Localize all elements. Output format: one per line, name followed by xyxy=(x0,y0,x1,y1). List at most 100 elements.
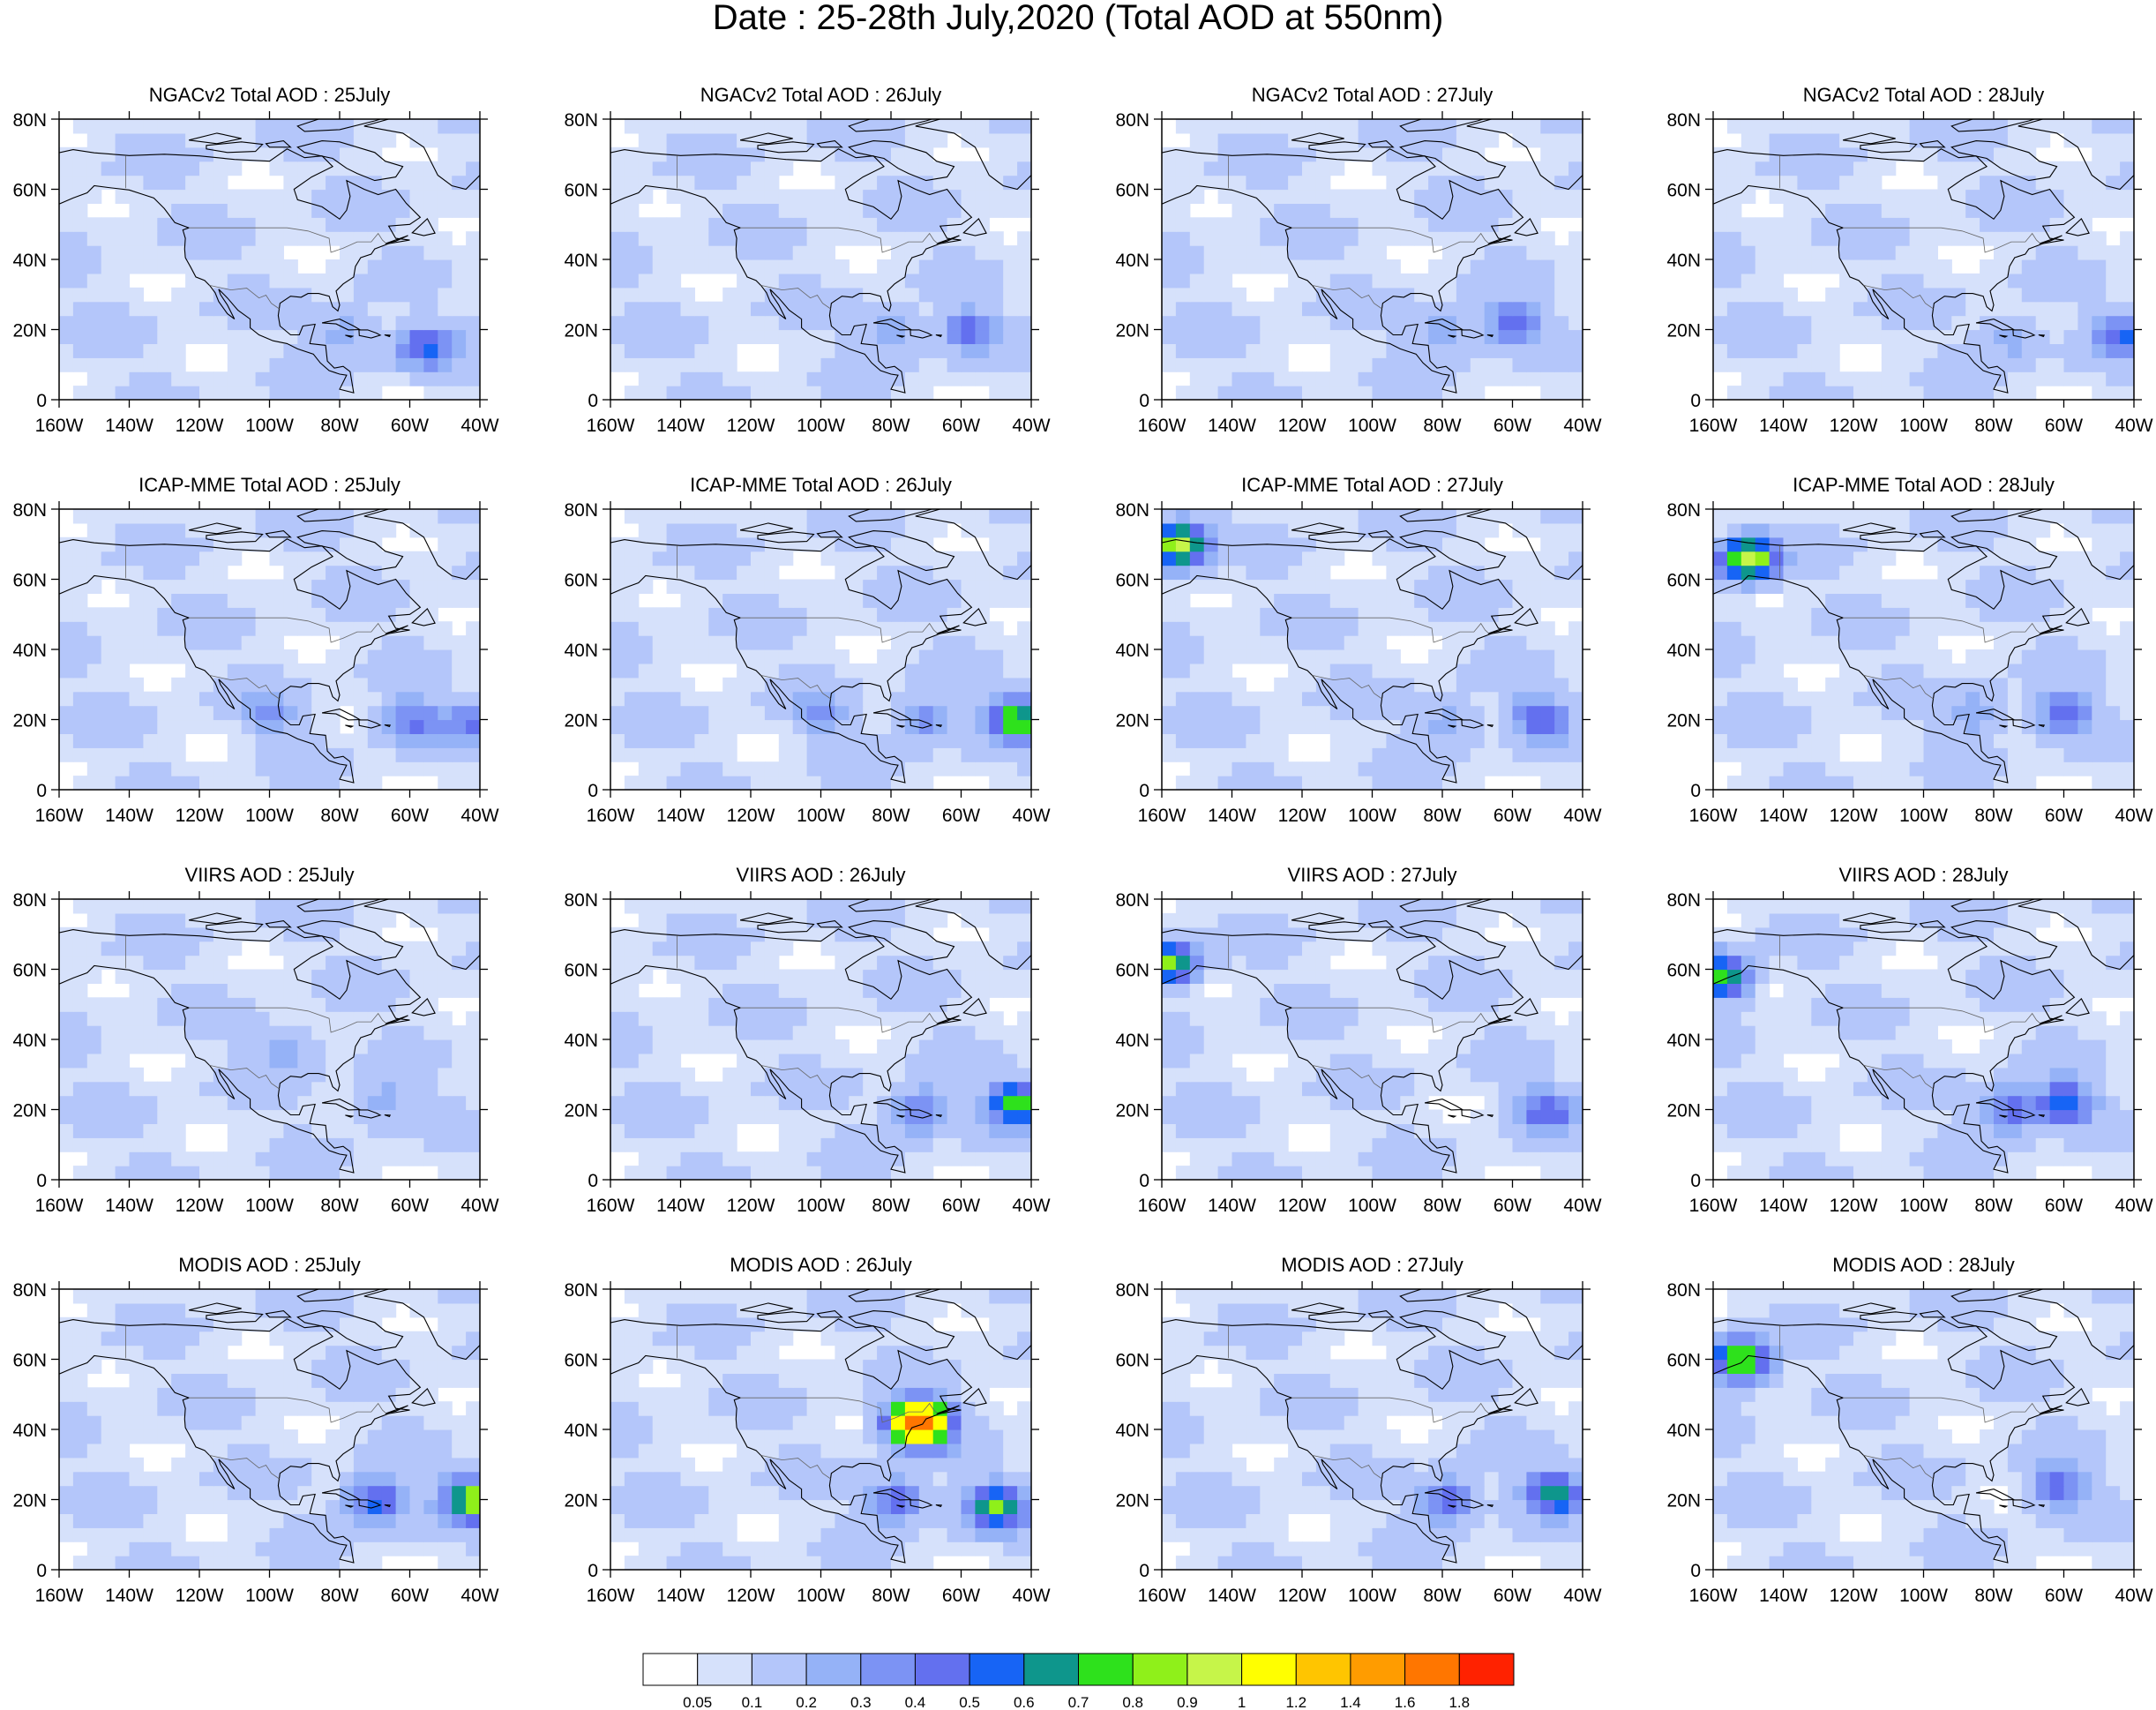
aod-cell xyxy=(171,175,186,191)
aod-cell xyxy=(1344,132,1359,148)
country-border xyxy=(1843,617,2040,643)
aod-cell xyxy=(326,776,341,790)
aod-cell xyxy=(381,593,397,608)
aod-cell xyxy=(1003,146,1018,162)
aod-cell xyxy=(1951,691,1966,707)
aod-cell xyxy=(1484,273,1500,289)
aod-cell xyxy=(255,691,271,707)
aod-cell xyxy=(1825,231,1840,246)
y-tick-label: 20N xyxy=(1666,711,1701,731)
x-tick-label: 160W xyxy=(1689,416,1738,436)
x-tick-label: 140W xyxy=(105,806,153,826)
aod-cell xyxy=(835,231,850,246)
aod-cell xyxy=(269,357,284,372)
aod-cell xyxy=(1853,175,1868,191)
aod-cell xyxy=(1260,343,1275,358)
aod-cell xyxy=(1246,593,1261,608)
aod-cell xyxy=(806,273,822,289)
aod-cell xyxy=(1315,621,1331,636)
aod-cell xyxy=(1428,522,1443,538)
aod-cell xyxy=(764,189,780,204)
aod-cell xyxy=(1372,761,1387,776)
aod-cell xyxy=(367,245,383,260)
aod-cell xyxy=(820,161,835,176)
aod-cell xyxy=(59,329,74,344)
aod-cell xyxy=(638,231,654,246)
aod-cell xyxy=(381,315,397,331)
aod-cell xyxy=(1428,343,1443,358)
aod-cell xyxy=(340,119,355,134)
aod-cell xyxy=(792,132,808,148)
aod-cell xyxy=(751,245,766,260)
aod-cell xyxy=(86,607,102,622)
aod-cell xyxy=(1315,386,1331,400)
aod-cell xyxy=(1231,161,1246,176)
aod-cell xyxy=(722,371,737,386)
aod-cell xyxy=(115,189,131,204)
aod-cell xyxy=(213,386,228,400)
aod-cell xyxy=(297,146,312,162)
aod-cell xyxy=(86,259,102,274)
aod-cell xyxy=(1428,536,1443,552)
aod-cell xyxy=(806,733,822,748)
aod-cell xyxy=(438,1166,453,1180)
aod-cell xyxy=(666,776,682,790)
aod-cell xyxy=(255,371,271,386)
aod-cell xyxy=(1428,132,1443,148)
aod-cell xyxy=(1442,719,1457,734)
x-tick-label: 60W xyxy=(391,806,429,826)
aod-cell xyxy=(918,146,934,162)
aod-cell xyxy=(835,161,850,176)
aod-cell xyxy=(1881,231,1897,246)
aod-cell xyxy=(326,663,341,679)
aod-cell xyxy=(466,705,480,721)
aod-cell xyxy=(975,522,990,538)
aod-cell xyxy=(452,747,467,762)
aod-cell xyxy=(86,551,102,566)
coastline xyxy=(411,218,436,236)
aod-cell xyxy=(2120,635,2134,650)
aod-cell xyxy=(2063,273,2078,289)
coastline xyxy=(1486,724,1494,728)
aod-cell xyxy=(1895,776,1911,790)
aod-cell xyxy=(1231,677,1246,693)
aod-cell xyxy=(1839,593,1854,608)
aod-cell xyxy=(227,1123,243,1138)
aod-cell xyxy=(227,1137,243,1152)
aod-cell xyxy=(989,161,1004,176)
aod-cell xyxy=(722,579,737,594)
aod-cell xyxy=(1755,551,1770,566)
aod-cell xyxy=(652,719,668,734)
aod-cell xyxy=(171,565,186,581)
aod-cell xyxy=(1260,551,1275,566)
aod-cell xyxy=(185,635,200,650)
aod-cell xyxy=(666,649,682,664)
aod-cell xyxy=(1769,565,1785,581)
aod-cell xyxy=(666,536,682,552)
aod-cell xyxy=(1017,203,1031,218)
aod-cell xyxy=(1175,747,1191,762)
aod-cell xyxy=(1456,607,1471,622)
aod-cell xyxy=(1217,649,1233,664)
aod-cell xyxy=(1783,621,1798,636)
aod-cell xyxy=(708,357,723,372)
aod-cell xyxy=(227,522,243,538)
aod-cell xyxy=(835,593,850,608)
aod-cell xyxy=(638,329,654,344)
aod-cell xyxy=(1231,747,1246,762)
aod-cell xyxy=(1400,161,1415,176)
aod-cell xyxy=(1344,119,1359,134)
aod-cell xyxy=(72,747,88,762)
aod-cell xyxy=(1329,551,1345,566)
aod-cell xyxy=(918,677,934,693)
aod-cell xyxy=(1554,189,1569,204)
aod-cell xyxy=(806,371,822,386)
aod-cell xyxy=(72,621,88,636)
aod-cell xyxy=(72,357,88,372)
aod-cell xyxy=(2120,371,2134,386)
aod-cell xyxy=(849,747,864,762)
aod-cell xyxy=(1484,663,1500,679)
aod-cell xyxy=(452,593,467,608)
coastline xyxy=(1399,509,1485,522)
panel-title: ICAP-MME Total AOD : 27July xyxy=(1241,474,1503,496)
